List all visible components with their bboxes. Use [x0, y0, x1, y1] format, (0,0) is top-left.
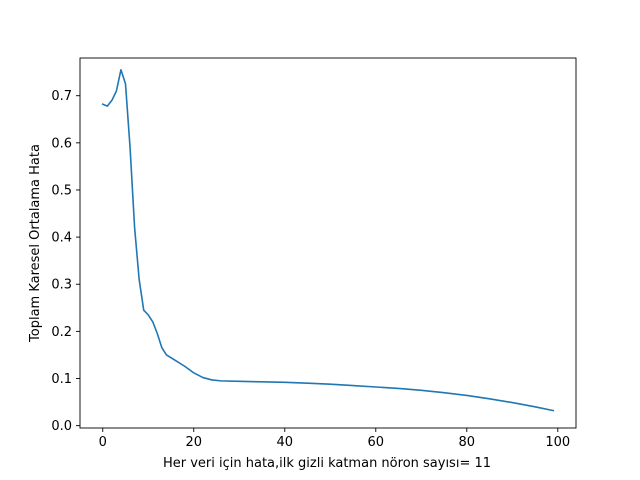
y-axis-label: Toplam Karesel Ortalama Hata: [28, 144, 43, 343]
plot-frame: [79, 57, 577, 429]
y-tick-label: 0.7: [51, 89, 72, 104]
y-tick-label: 0.5: [51, 183, 72, 198]
x-tick-label: 80: [459, 435, 476, 450]
x-tick-label: 0: [99, 435, 107, 450]
x-tick-label: 100: [545, 435, 570, 450]
y-tick-label: 0.1: [51, 372, 72, 387]
y-tick-label: 0.3: [51, 278, 72, 293]
x-tick-label: 20: [185, 435, 202, 450]
x-tick-label: 60: [368, 435, 385, 450]
series-line-0: [101, 68, 555, 412]
y-tick-label: 0.6: [51, 136, 72, 151]
y-tick-label: 0.2: [51, 325, 72, 340]
y-tick-label: 0.0: [51, 419, 72, 434]
x-tick-label: 40: [276, 435, 293, 450]
x-axis-label: Her veri için hata,ilk gizli katman nöro…: [163, 456, 491, 471]
y-tick-label: 0.4: [51, 231, 72, 246]
